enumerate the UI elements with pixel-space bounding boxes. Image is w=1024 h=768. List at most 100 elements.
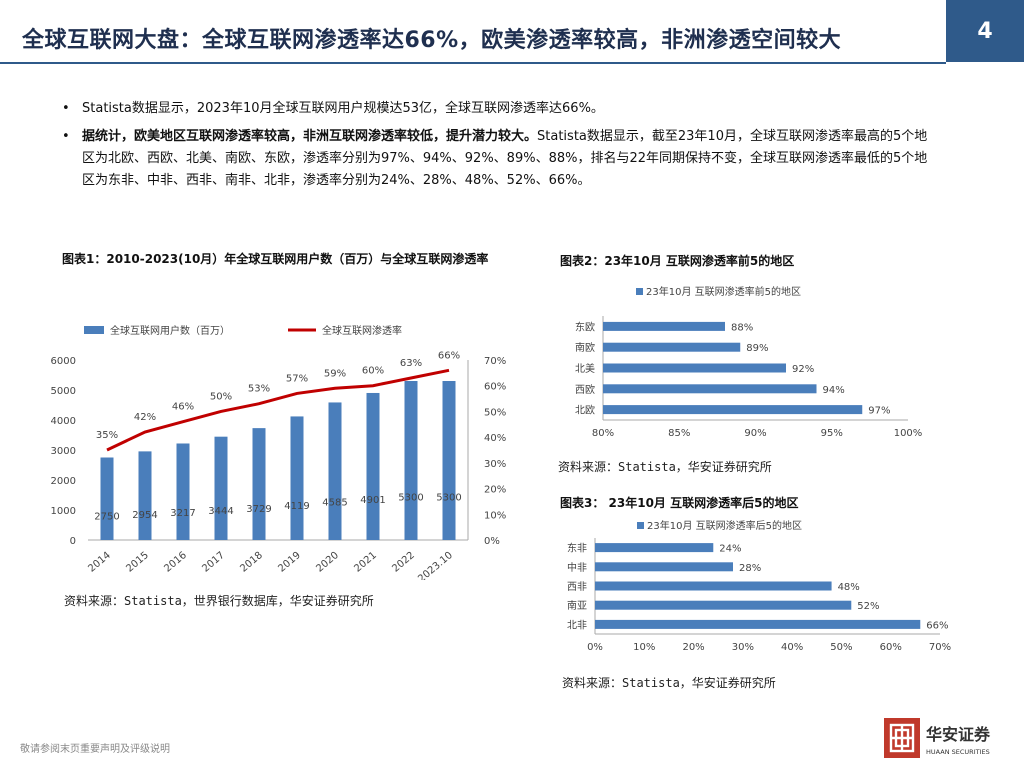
y-left-tick: 6000 [51, 356, 76, 367]
bottom5-x-tick: 70% [929, 642, 951, 653]
bottom5-legend-swatch [637, 522, 644, 529]
bottom5-category-label: 中非 [567, 561, 587, 574]
fig3-title: 图表3： 23年10月 互联网渗透率后5的地区 [560, 496, 799, 510]
bar-users [214, 436, 228, 540]
top5-category-label: 西欧 [575, 384, 595, 396]
bottom5-category-label: 北非 [567, 619, 587, 631]
line-value-label: 35% [96, 430, 118, 441]
bar-value-label: 3444 [208, 506, 233, 517]
bullet-bold: 据统计，欧美地区互联网渗透率较高，非洲互联网渗透率较低，提升潜力较大。 [82, 129, 538, 144]
page-number: 4 [946, 0, 1024, 62]
bar-value-label: 4119 [284, 501, 309, 512]
bar-users [100, 457, 114, 540]
y-right-tick: 40% [484, 433, 506, 444]
bar-users [176, 443, 190, 540]
bottom5-value-label: 24% [719, 544, 741, 555]
y-right-tick: 10% [484, 510, 506, 521]
line-value-label: 53% [248, 384, 270, 395]
penetration-line [106, 368, 450, 452]
top5-category-label: 南欧 [575, 341, 595, 354]
y-right-tick: 50% [484, 407, 506, 418]
fig1-source: 资料来源：Statista，世界银行数据库，华安证券研究所 [64, 594, 374, 608]
line-value-label: 63% [400, 358, 422, 369]
y-left-tick: 1000 [51, 506, 76, 517]
bar-users [442, 381, 456, 540]
bottom5-x-tick: 20% [682, 642, 704, 653]
bar-value-label: 5300 [398, 492, 423, 503]
bar-users [290, 416, 304, 540]
top5-category-label: 北美 [575, 362, 595, 375]
line-value-label: 60% [362, 366, 384, 377]
fig1-title: 图表1：2010-2023(10月）年全球互联网用户数（百万）与全球互联网渗透率 [62, 252, 489, 266]
huaan-logo: 华安证券 HUAAN SECURITIES [884, 718, 991, 758]
bottom5-value-label: 66% [926, 620, 948, 631]
bottom5-value-label: 52% [857, 601, 879, 612]
bar-value-label: 3217 [170, 508, 195, 519]
bar-value-label: 4901 [360, 495, 385, 506]
bottom5-bar [595, 600, 852, 610]
bar-value-label: 5300 [436, 492, 461, 503]
y-right-tick: 0% [484, 536, 500, 547]
legend-swatch-users [84, 326, 104, 334]
fig2-title: 图表2：23年10月 互联网渗透率前5的地区 [560, 254, 795, 268]
bottom5-category-label: 西非 [567, 581, 587, 593]
bar-users [404, 381, 418, 540]
legend-label-penetration: 全球互联网渗透率 [322, 324, 402, 337]
bullet-text: Statista数据显示，截至23年10月，全球互联网渗透率最高的5个地区为北欧… [82, 129, 928, 188]
x-tick-label: 2021 [352, 550, 379, 575]
top5-legend-swatch [636, 288, 643, 295]
top5-value-label: 88% [731, 322, 753, 333]
top5-bar-chart: 23年10月 互联网渗透率前5的地区 80% 85% 90% 95% 100% 东欧 88% 南… [575, 285, 922, 439]
line-value-label: 66% [438, 350, 460, 361]
y-right-tick: 60% [484, 382, 506, 393]
bottom5-x-tick: 60% [880, 642, 902, 653]
bar-value-label: 3729 [246, 504, 271, 515]
top5-value-label: 94% [823, 385, 845, 396]
legend-label-users: 全球互联网用户数（百万） [110, 324, 230, 337]
top5-value-label: 89% [746, 343, 768, 354]
x-tick-label: 2015 [124, 550, 151, 575]
top5-x-tick: 85% [668, 428, 690, 439]
y-right-tick: 30% [484, 459, 506, 470]
bar-value-label: 4585 [322, 498, 347, 509]
top5-bar [603, 384, 817, 394]
combo-chart: 全球互联网用户数（百万） 全球互联网渗透率 0 1000 2000 3000 4000 500… [51, 324, 507, 580]
x-tick-label: 2022 [390, 550, 417, 575]
top5-category-label: 东欧 [575, 320, 595, 333]
bar-users [328, 402, 342, 540]
top5-x-tick: 80% [592, 428, 614, 439]
x-tick-label: 2019 [276, 550, 303, 575]
footer-disclaimer: 敬请参阅末页重要声明及评级说明 [20, 744, 170, 755]
bar-users [138, 451, 152, 540]
bottom5-bar [595, 581, 832, 591]
y-left-tick: 5000 [51, 386, 76, 397]
top5-value-label: 97% [868, 406, 890, 417]
bottom5-x-tick: 30% [732, 642, 754, 653]
top5-value-label: 92% [792, 364, 814, 375]
line-value-label: 46% [172, 402, 194, 413]
bottom5-category-label: 东非 [567, 542, 587, 555]
bullet-text: Statista数据显示，2023年10月全球互联网用户规模达53亿，全球互联网… [82, 101, 604, 116]
top5-bar [603, 363, 786, 373]
fig3-source: 资料来源：Statista，华安证券研究所 [562, 676, 776, 690]
y-right-tick: 70% [484, 356, 506, 367]
bar-value-label: 2750 [94, 511, 119, 522]
x-tick-label: 2014 [86, 550, 113, 575]
top5-category-label: 北欧 [575, 405, 595, 417]
top5-bar [603, 321, 725, 331]
x-tick-label: 2018 [238, 550, 265, 575]
line-value-label: 50% [210, 391, 232, 402]
bullet-list: Statista数据显示，2023年10月全球互联网用户规模达53亿，全球互联网… [58, 98, 938, 198]
fig2-source: 资料来源：Statista，华安证券研究所 [558, 460, 772, 474]
top5-x-tick: 90% [744, 428, 766, 439]
bottom5-value-label: 48% [838, 582, 860, 593]
logo-subtext: HUAAN SECURITIES [926, 748, 990, 756]
bullet-item: Statista数据显示，2023年10月全球互联网用户规模达53亿，全球互联网… [58, 98, 938, 120]
y-left-tick: 2000 [51, 476, 76, 487]
bottom5-bar-chart: 23年10月 互联网渗透率后5的地区 0% 10% 20% 30% 40% 50% 60% 70… [567, 519, 951, 653]
x-tick-label: 2016 [162, 550, 189, 575]
bottom5-x-tick: 50% [830, 642, 852, 653]
x-tick-label: 2023.10 [416, 550, 455, 580]
bottom5-value-label: 28% [739, 563, 761, 574]
y-left-tick: 0 [70, 536, 76, 547]
